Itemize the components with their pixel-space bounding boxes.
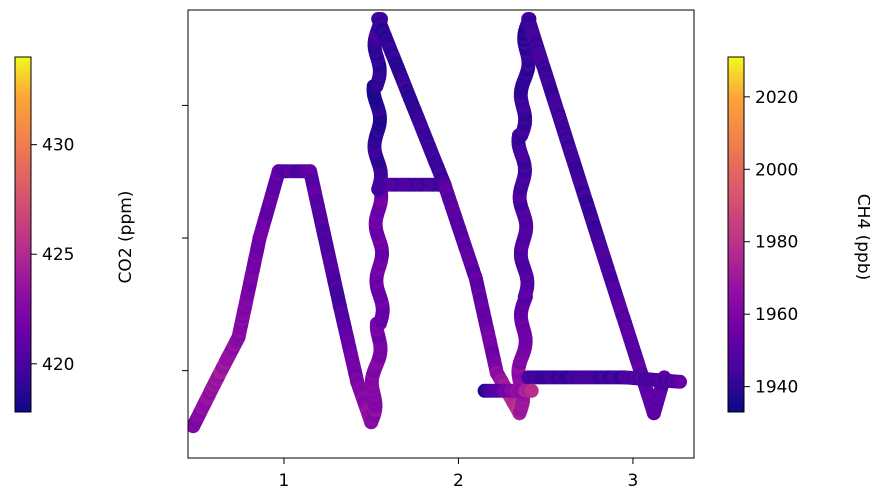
co2-colorbar-gradient [14, 56, 32, 413]
ch4-tick-label: 1980 [755, 233, 798, 253]
ch4-tick-label: 1940 [755, 378, 798, 398]
plot-border [187, 9, 695, 459]
co2-tick-label: 420 [42, 355, 74, 375]
scatter-points [188, 12, 687, 434]
left-axis-ticks [182, 104, 188, 372]
ch4-tick-label: 1960 [755, 305, 798, 325]
x-tick-label: 1 [279, 471, 290, 491]
scatter-point [372, 177, 387, 192]
scatter-point [673, 374, 687, 389]
co2-colorbar-label: CO2 (ppm) [116, 191, 136, 284]
co2-colorbar: 420 425 430 CO2 (ppm) [14, 56, 136, 413]
x-tick-label: 3 [628, 471, 639, 491]
plot-area: 1 2 3 [182, 9, 695, 491]
ch4-tick-label: 2000 [755, 160, 798, 180]
co2-tick-label: 430 [42, 136, 74, 156]
ch4-colorbar: 1940 1960 1980 2000 2020 CH4 (ppb) [727, 56, 870, 413]
ch4-colorbar-gradient [727, 56, 745, 413]
ch4-colorbar-ticks: 1940 1960 1980 2000 2020 [744, 88, 798, 398]
x-tick-label: 2 [453, 471, 464, 491]
ch4-colorbar-label: CH4 (ppb) [853, 194, 870, 281]
ch4-tick-label: 2020 [755, 88, 798, 108]
co2-tick-label: 425 [42, 245, 74, 265]
co2-colorbar-ticks: 420 425 430 [31, 136, 74, 375]
scatter-point [524, 383, 539, 398]
x-axis: 1 2 3 [279, 458, 639, 491]
